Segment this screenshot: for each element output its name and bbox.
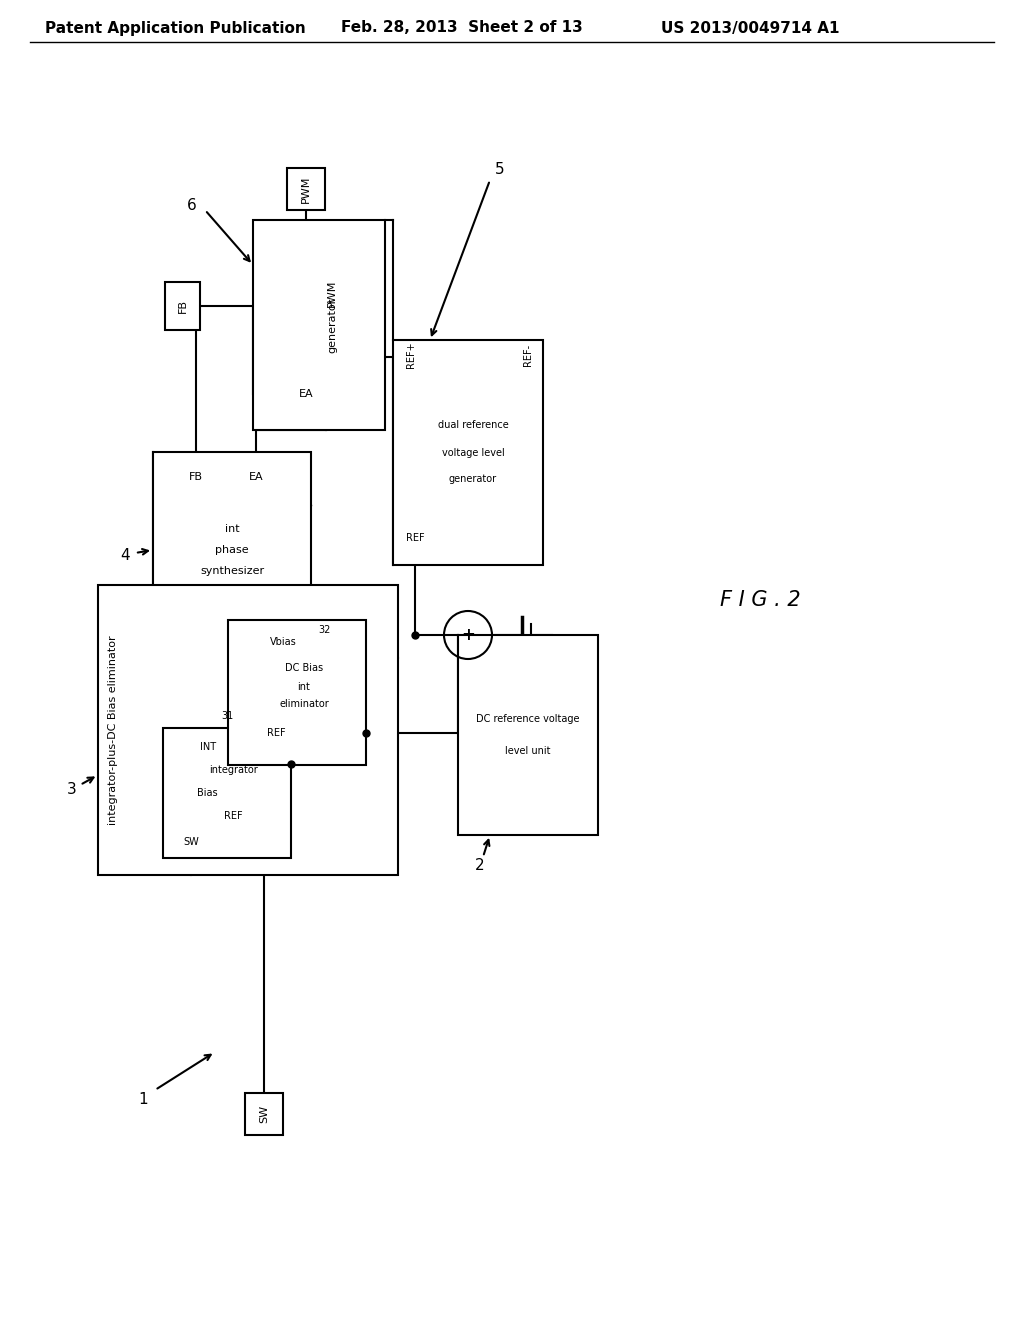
Text: REF: REF xyxy=(224,812,243,821)
Text: Patent Application Publication: Patent Application Publication xyxy=(45,21,305,36)
Bar xyxy=(165,282,200,330)
Bar xyxy=(98,585,398,875)
Text: DC Bias: DC Bias xyxy=(285,663,323,673)
Text: REF: REF xyxy=(406,533,424,543)
Bar xyxy=(393,341,543,565)
Text: FB: FB xyxy=(177,300,187,313)
Text: DC reference voltage: DC reference voltage xyxy=(476,714,580,723)
Text: SW: SW xyxy=(183,837,199,847)
Text: F I G . 2: F I G . 2 xyxy=(720,590,801,610)
Text: REF-: REF- xyxy=(523,345,534,366)
Text: EA: EA xyxy=(249,473,263,482)
Text: REF+: REF+ xyxy=(406,342,416,368)
Text: dual reference: dual reference xyxy=(437,421,508,430)
Text: US 2013/0049714 A1: US 2013/0049714 A1 xyxy=(660,21,840,36)
Text: INT: INT xyxy=(200,742,216,752)
Text: level unit: level unit xyxy=(505,746,551,756)
Text: 6: 6 xyxy=(187,198,197,213)
Bar xyxy=(245,1093,283,1135)
Text: eliminator: eliminator xyxy=(279,700,329,709)
Text: phase: phase xyxy=(215,545,249,554)
Text: Feb. 28, 2013  Sheet 2 of 13: Feb. 28, 2013 Sheet 2 of 13 xyxy=(341,21,583,36)
Bar xyxy=(163,729,291,858)
Text: REF: REF xyxy=(267,729,286,738)
Text: +: + xyxy=(461,626,475,644)
Bar xyxy=(253,220,385,430)
Text: voltage level: voltage level xyxy=(441,447,505,458)
Text: EA: EA xyxy=(298,389,313,399)
Bar xyxy=(458,635,598,836)
Text: 31: 31 xyxy=(221,711,233,721)
Text: generator: generator xyxy=(328,297,337,352)
Bar xyxy=(287,168,325,210)
Text: integrator: integrator xyxy=(209,764,258,775)
Text: 3: 3 xyxy=(68,783,77,797)
Text: 32: 32 xyxy=(318,624,331,635)
Text: 1: 1 xyxy=(138,1093,147,1107)
Text: Bias: Bias xyxy=(198,788,218,799)
Text: 2: 2 xyxy=(475,858,484,873)
Text: PWM: PWM xyxy=(301,176,311,203)
Text: Vbias: Vbias xyxy=(270,636,297,647)
Text: synthesizer: synthesizer xyxy=(200,566,264,576)
Text: integrator-plus-DC Bias eliminator: integrator-plus-DC Bias eliminator xyxy=(108,635,118,825)
Text: SW: SW xyxy=(259,1105,269,1123)
Text: 4: 4 xyxy=(120,548,130,562)
Bar xyxy=(228,620,366,766)
Text: 5: 5 xyxy=(496,162,505,177)
Text: int: int xyxy=(297,681,310,692)
Text: FB: FB xyxy=(188,473,203,482)
Text: int: int xyxy=(224,524,240,535)
Text: generator: generator xyxy=(449,474,497,484)
Bar xyxy=(153,451,311,591)
Text: PWM: PWM xyxy=(328,280,337,308)
